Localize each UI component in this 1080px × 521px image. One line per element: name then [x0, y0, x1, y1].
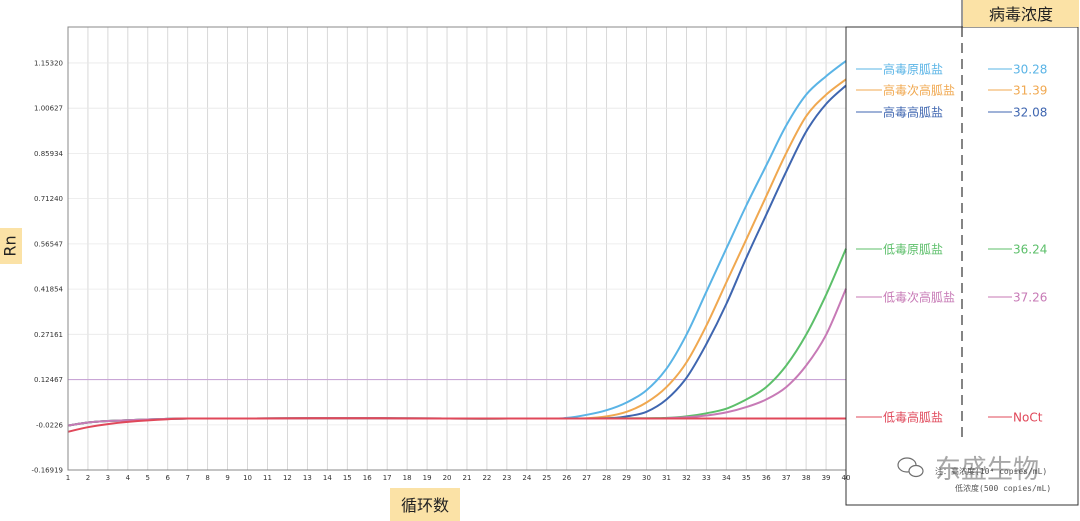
x-tick-label: 35	[742, 474, 751, 482]
x-tick-label: 10	[243, 474, 252, 482]
legend-series-name: 低毒高胍盐	[883, 410, 943, 425]
series-line	[67, 417, 846, 433]
x-tick-label: 20	[443, 474, 452, 482]
legend-ct-value: NoCt	[1013, 411, 1043, 425]
x-tick-label: 39	[822, 474, 831, 482]
x-tick-label: 24	[522, 474, 531, 482]
legend-series-name: 低毒次高胍盐	[883, 290, 955, 305]
series-line	[67, 288, 847, 427]
y-tick-label: 1.00627	[34, 105, 63, 113]
x-tick-label: 3	[106, 474, 110, 482]
series-lines	[67, 60, 847, 433]
x-tick-label: 12	[283, 474, 292, 482]
x-tick-label: 15	[343, 474, 352, 482]
x-tick-label: 6	[166, 474, 171, 482]
x-axis-label: 循环数	[401, 496, 449, 515]
x-tick-label: 14	[323, 474, 332, 482]
x-tick-label: 4	[126, 474, 131, 482]
x-tick-labels: 1 2 3 4 5 6 7 8 9 10 11 12 13 14 15 16 17 18 19 20 21 22 23 24 2…	[66, 474, 851, 482]
y-tick-label: 0.41854	[34, 286, 63, 294]
x-tick-label: 11	[263, 474, 272, 482]
x-tick-label: 2	[86, 474, 90, 482]
y-tick-label: -0.16919	[32, 467, 63, 475]
legend-series-name: 高毒高胍盐	[883, 105, 943, 120]
legend-series-name: 高毒次高胍盐	[883, 83, 955, 98]
y-tick-label: 0.56547	[34, 240, 63, 248]
x-tick-label: 17	[383, 474, 392, 482]
y-tick-label: -0.0226	[36, 421, 64, 429]
x-tick-label: 26	[562, 474, 571, 482]
x-tick-label: 30	[642, 474, 651, 482]
x-tick-label: 5	[146, 474, 150, 482]
series-line	[67, 60, 847, 427]
legend: 高毒原胍盐 30.28 高毒次高胍盐 31.39 高毒高胍盐 32.08 低毒原胍盐 36.2…	[856, 62, 1047, 425]
wechat-icon	[897, 457, 924, 478]
x-tick-label: 36	[762, 474, 771, 482]
watermark-note-1: 注：高浓度(10⁴ copies/mL)	[935, 466, 1047, 476]
x-tick-label: 9	[225, 474, 229, 482]
xlabel-bg	[390, 488, 460, 521]
x-tick-label: 8	[205, 474, 209, 482]
series-line	[67, 84, 847, 427]
x-tick-label: 38	[802, 474, 811, 482]
legend-header-bg	[963, 0, 1079, 27]
legend-ct-value: 30.28	[1013, 63, 1047, 77]
x-tick-label: 21	[463, 474, 472, 482]
watermark-brand: 东盛生物	[935, 455, 1039, 485]
x-tick-label: 27	[582, 474, 591, 482]
x-tick-label: 34	[722, 474, 731, 482]
x-tick-label: 37	[782, 474, 791, 482]
legend-ct-value: 32.08	[1013, 106, 1047, 120]
series-line	[67, 78, 847, 427]
x-tick-label: 13	[303, 474, 312, 482]
legend-series-name: 低毒原胍盐	[883, 242, 943, 257]
x-tick-label: 1	[66, 474, 70, 482]
x-tick-label: 16	[363, 474, 372, 482]
legend-ct-value: 31.39	[1013, 84, 1047, 98]
y-tick-label: 0.85934	[34, 150, 63, 158]
y-tick-label: 0.27161	[34, 331, 63, 339]
y-tick-label: 1.15320	[34, 59, 63, 67]
x-tick-label: 25	[542, 474, 551, 482]
x-tick-label: 23	[502, 474, 511, 482]
x-tick-label: 22	[482, 474, 491, 482]
watermark-note-2: 低浓度(500 copies/mL)	[955, 483, 1051, 493]
legend-ct-value: 37.26	[1013, 291, 1047, 305]
y-tick-label: 0.71240	[34, 195, 63, 203]
x-tick-label: 7	[185, 474, 189, 482]
legend-header: 病毒浓度	[989, 5, 1053, 24]
x-tick-label: 19	[423, 474, 432, 482]
x-tick-label: 29	[622, 474, 631, 482]
x-tick-label: 33	[702, 474, 711, 482]
plot-frame	[67, 26, 847, 471]
watermark: 东盛生物 注：高浓度(10⁴ copies/mL) 低浓度(500 copies…	[897, 455, 1051, 493]
x-tick-label: 18	[403, 474, 412, 482]
legend-series-name: 高毒原胍盐	[883, 62, 943, 77]
ylabel-bg	[0, 228, 22, 264]
x-tick-label: 32	[682, 474, 691, 482]
y-axis-label: Rn	[1, 235, 20, 256]
grid-lines	[67, 27, 847, 471]
x-tick-label: 28	[602, 474, 611, 482]
x-tick-label: 31	[662, 474, 671, 482]
legend-ct-value: 36.24	[1013, 243, 1047, 257]
y-tick-labels: 1.15320 1.00627 0.85934 0.71240 0.56547 0.418…	[32, 59, 64, 474]
y-tick-label: 0.12467	[34, 376, 63, 384]
